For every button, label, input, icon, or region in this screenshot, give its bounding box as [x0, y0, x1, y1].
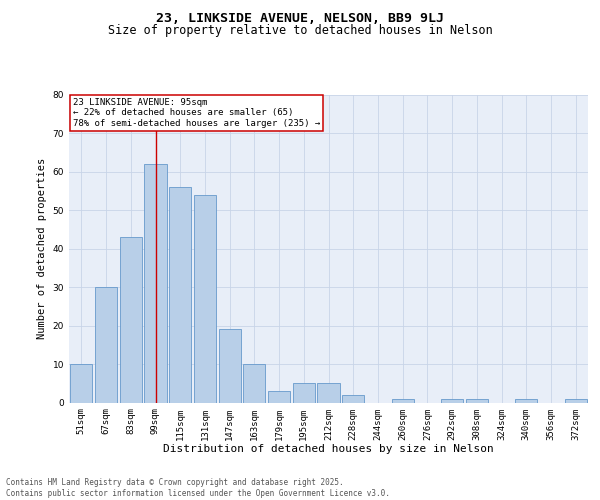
Bar	[441, 398, 463, 402]
Bar	[268, 391, 290, 402]
Bar	[515, 398, 538, 402]
Bar	[243, 364, 265, 403]
Y-axis label: Number of detached properties: Number of detached properties	[37, 158, 47, 340]
Bar	[119, 237, 142, 402]
X-axis label: Distribution of detached houses by size in Nelson: Distribution of detached houses by size …	[163, 444, 494, 454]
Bar	[70, 364, 92, 403]
Bar	[317, 384, 340, 402]
Text: 23 LINKSIDE AVENUE: 95sqm
← 22% of detached houses are smaller (65)
78% of semi-: 23 LINKSIDE AVENUE: 95sqm ← 22% of detac…	[73, 98, 320, 128]
Text: Size of property relative to detached houses in Nelson: Size of property relative to detached ho…	[107, 24, 493, 37]
Bar	[145, 164, 167, 402]
Bar	[218, 330, 241, 402]
Text: Contains HM Land Registry data © Crown copyright and database right 2025.
Contai: Contains HM Land Registry data © Crown c…	[6, 478, 390, 498]
Bar	[169, 187, 191, 402]
Bar	[194, 195, 216, 402]
Bar	[95, 287, 117, 403]
Bar	[565, 398, 587, 402]
Bar	[392, 398, 414, 402]
Text: 23, LINKSIDE AVENUE, NELSON, BB9 9LJ: 23, LINKSIDE AVENUE, NELSON, BB9 9LJ	[156, 12, 444, 26]
Bar	[466, 398, 488, 402]
Bar	[342, 395, 364, 402]
Bar	[293, 384, 315, 402]
